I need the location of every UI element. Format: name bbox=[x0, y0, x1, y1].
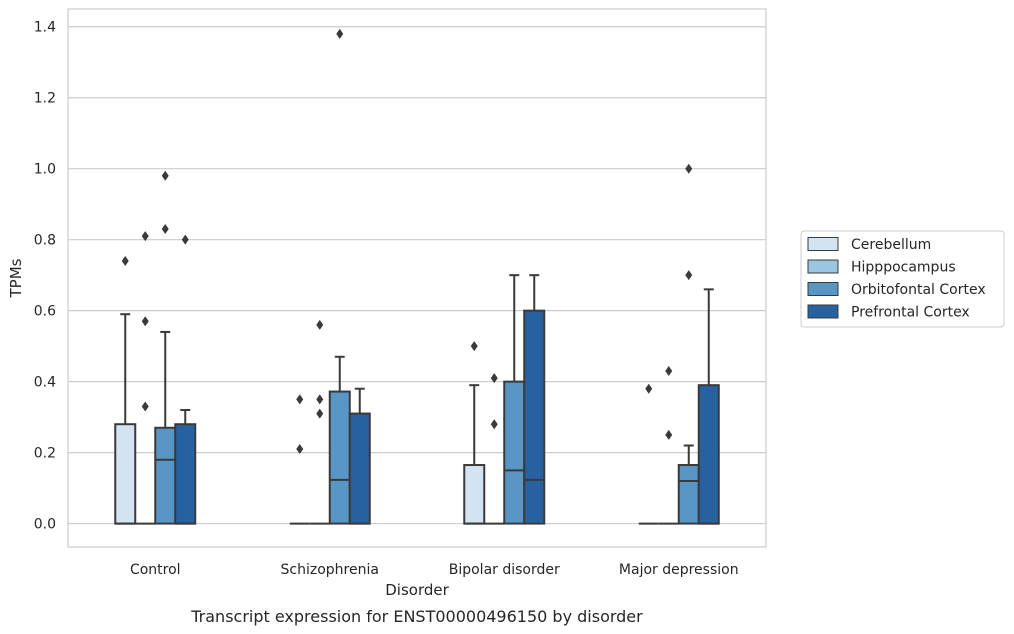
y-tick-label: 0.4 bbox=[34, 375, 56, 391]
y-tick-label: 0.0 bbox=[34, 517, 56, 533]
outlier-point bbox=[665, 429, 673, 440]
y-tick-label: 1.4 bbox=[34, 20, 56, 36]
legend-swatch bbox=[807, 237, 839, 251]
box-rect bbox=[328, 390, 351, 525]
outlier-point bbox=[316, 408, 324, 419]
box-hipppocampus bbox=[135, 231, 156, 525]
outlier-point bbox=[296, 394, 304, 405]
box-prefrontal-cortex bbox=[174, 234, 197, 525]
box-prefrontal-cortex bbox=[348, 387, 371, 525]
box-rect bbox=[677, 464, 700, 525]
outlier-point bbox=[316, 319, 324, 330]
box-orbitofontal-cortex bbox=[503, 274, 526, 525]
outlier-point bbox=[645, 383, 653, 394]
y-tick-labels: 0.0 0.2 0.4 0.6 0.8 1.0 1.2 1.4 bbox=[34, 20, 56, 533]
outlier-point bbox=[296, 444, 304, 455]
y-tick-label: 1.2 bbox=[34, 91, 56, 107]
x-axis-title: Disorder bbox=[385, 581, 449, 599]
outlier-point bbox=[141, 231, 149, 242]
box-cerebellum bbox=[289, 394, 310, 525]
box-rect bbox=[523, 309, 546, 525]
outlier-point bbox=[470, 341, 478, 352]
outlier-point bbox=[316, 394, 324, 405]
figure-caption: Transcript expression for ENST0000049615… bbox=[190, 607, 643, 626]
box-rect bbox=[174, 423, 197, 525]
box-cerebellum bbox=[638, 383, 659, 525]
x-tick-label: Bipolar disorder bbox=[449, 562, 560, 578]
outlier-point bbox=[141, 316, 149, 327]
legend: Cerebellum Hipppocampus Orbitofontal Corte… bbox=[800, 230, 1005, 328]
box-rect bbox=[154, 426, 177, 525]
x-tick-label: Control bbox=[130, 562, 181, 578]
box-rect bbox=[463, 464, 486, 525]
outlier-point bbox=[490, 373, 498, 384]
box-cerebellum bbox=[463, 341, 486, 525]
box-prefrontal-cortex bbox=[523, 274, 546, 525]
box-rect bbox=[114, 423, 137, 525]
outlier-point bbox=[490, 419, 498, 430]
outlier-point bbox=[161, 170, 169, 181]
y-tick-label: 0.8 bbox=[34, 233, 56, 249]
y-tick-label: 0.6 bbox=[34, 304, 56, 320]
box-rect bbox=[503, 380, 526, 525]
y-tick-label: 1.0 bbox=[34, 162, 56, 178]
outlier-point bbox=[685, 163, 693, 174]
x-tick-label: Schizophrenia bbox=[281, 562, 379, 578]
box-groups bbox=[114, 28, 720, 525]
box-prefrontal-cortex bbox=[697, 288, 720, 525]
outlier-point bbox=[336, 28, 344, 39]
legend-frame bbox=[800, 230, 1005, 328]
box-hipppocampus bbox=[309, 319, 330, 525]
legend-label: Orbitofontal Cortex bbox=[851, 282, 986, 298]
legend-swatch bbox=[807, 259, 839, 274]
y-tick-label: 0.2 bbox=[34, 446, 56, 462]
legend-label: Hipppocampus bbox=[851, 260, 956, 276]
outlier-point bbox=[181, 234, 189, 245]
x-tick-labels: Control Schizophrenia Bipolar disorder Majo… bbox=[130, 562, 739, 578]
box-hipppocampus bbox=[484, 373, 505, 525]
outlier-point bbox=[685, 270, 693, 281]
x-tick-label: Major depression bbox=[619, 562, 739, 578]
legend-swatch bbox=[807, 304, 839, 319]
legend-swatch bbox=[807, 282, 839, 296]
y-axis-title: TPMs bbox=[7, 258, 25, 298]
legend-label: Prefrontal Cortex bbox=[851, 305, 970, 321]
legend-label: Cerebellum bbox=[851, 237, 931, 253]
outlier-point bbox=[161, 224, 169, 235]
box-rect bbox=[697, 384, 720, 525]
box-cerebellum bbox=[114, 255, 137, 525]
box-rect bbox=[348, 412, 371, 525]
outlier-point bbox=[665, 365, 673, 376]
outlier-point bbox=[141, 401, 149, 412]
outlier-point bbox=[121, 255, 129, 266]
box-hipppocampus bbox=[658, 365, 679, 525]
